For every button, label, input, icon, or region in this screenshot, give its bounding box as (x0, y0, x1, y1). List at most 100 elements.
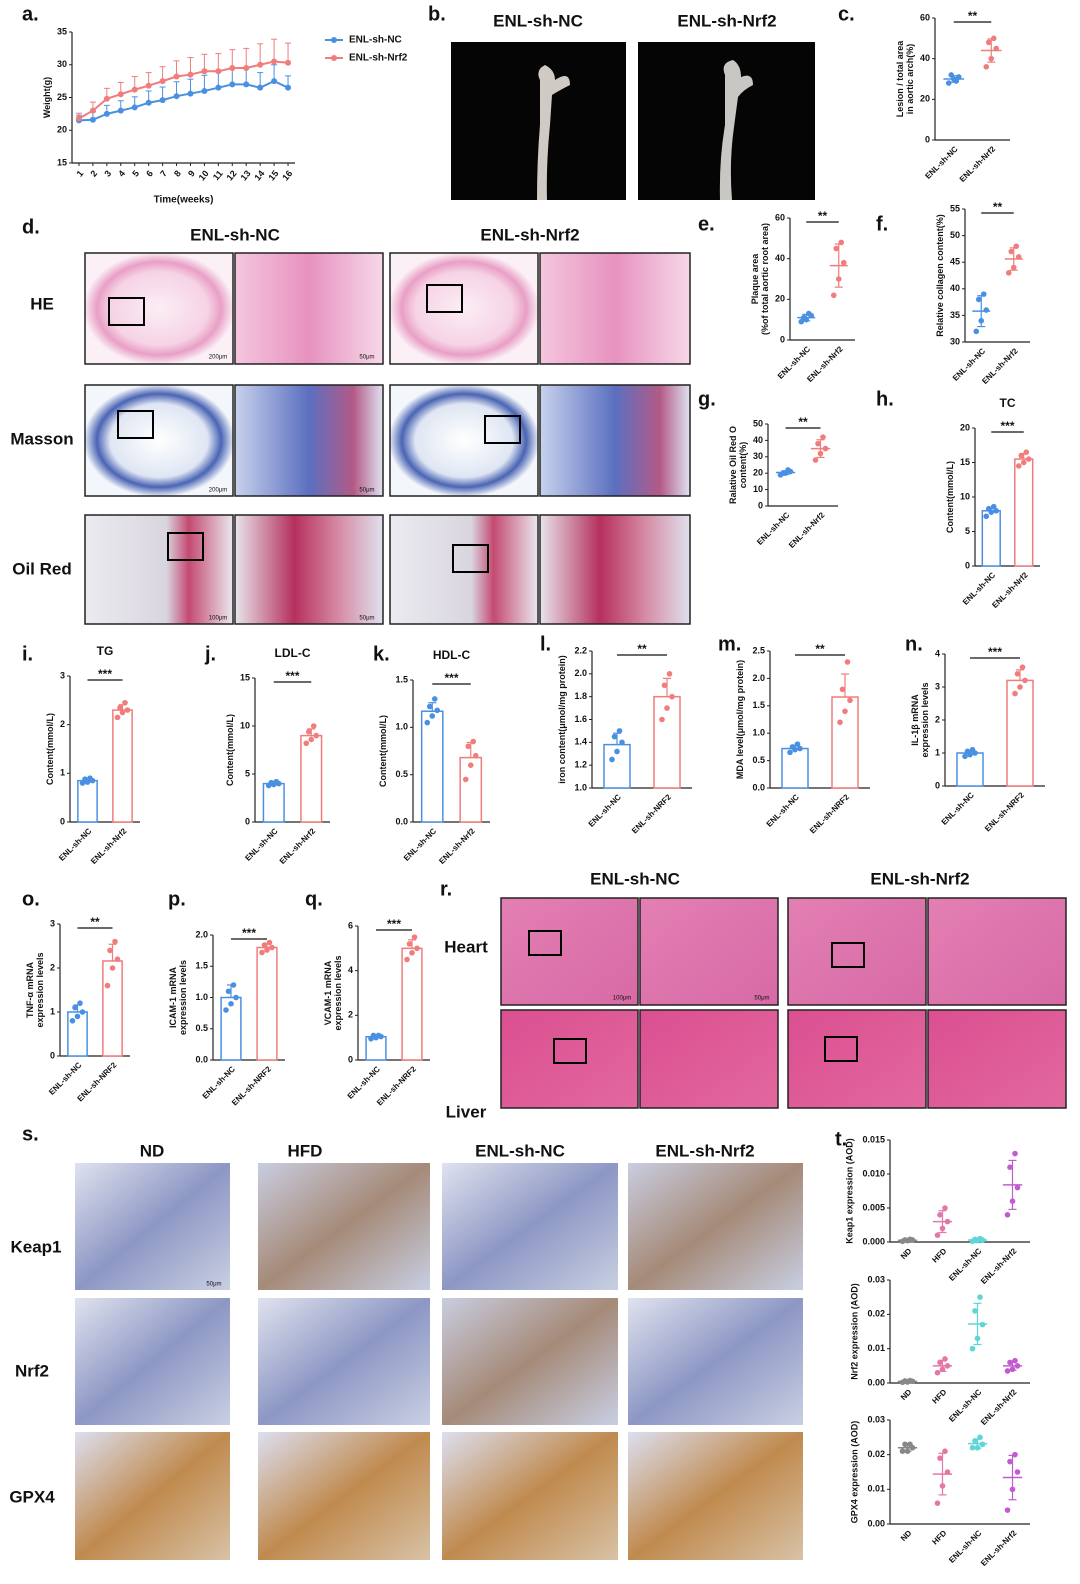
point (1010, 264, 1017, 271)
x-tick-label: 4 (116, 168, 127, 178)
x-tick-label: ENL-sh-NC (587, 792, 623, 828)
y-tick-label: 1.0 (195, 992, 208, 1002)
y-axis-label: Relative collagen content(%) (935, 214, 945, 337)
point (264, 947, 270, 953)
point (973, 328, 980, 335)
point (117, 91, 124, 98)
significance-label: *** (242, 926, 256, 940)
point (977, 1294, 983, 1300)
chart-title: TC (1000, 396, 1016, 410)
point (902, 1378, 908, 1384)
y-tick-label: 2.5 (752, 645, 765, 655)
y-tick-label: 60 (920, 12, 930, 22)
y-tick-label: 1.8 (574, 691, 587, 701)
point (934, 1500, 941, 1506)
point (847, 697, 853, 704)
point (109, 965, 116, 971)
point (838, 239, 845, 246)
y-tick-label: 25 (57, 92, 67, 102)
point (215, 68, 222, 75)
x-tick-label: ENL-sh-NC (947, 1387, 983, 1423)
row-label: Masson (10, 429, 73, 448)
scale-bar-label: 50μm (754, 996, 769, 1002)
point (939, 1366, 946, 1373)
point (1007, 1458, 1013, 1465)
y-tick-label: 50 (950, 230, 960, 240)
point (273, 778, 280, 785)
point (661, 682, 668, 689)
point (820, 434, 826, 440)
y-axis-label: Content(mmol/L) (378, 715, 388, 787)
point (988, 55, 995, 62)
point (969, 1345, 976, 1352)
y-tick-label: 3 (50, 918, 55, 928)
point (977, 1235, 983, 1242)
point (985, 505, 992, 512)
x-tick-label: 8 (172, 168, 183, 178)
x-tick-label: 14 (252, 168, 266, 182)
y-tick-label: 55 (950, 203, 960, 213)
point (907, 1236, 913, 1243)
x-tick-label: 9 (186, 168, 197, 178)
point (985, 39, 992, 46)
y-tick-label: 20 (920, 94, 930, 104)
point (659, 716, 665, 723)
point (223, 1007, 229, 1013)
x-tick-label: ENL-sh-NRF2 (630, 792, 673, 835)
point (467, 762, 474, 768)
ihc-image (628, 1163, 803, 1290)
zoom-box (117, 410, 154, 439)
point (1022, 677, 1028, 684)
ihc-image (442, 1298, 618, 1425)
point (972, 1236, 978, 1243)
point (228, 1000, 234, 1007)
ihc-image (628, 1432, 803, 1560)
chart-title: TG (97, 644, 114, 658)
point (945, 80, 952, 86)
point (785, 467, 791, 473)
x-tick-label: 3 (102, 168, 113, 178)
scale-bar-label: 200μm (209, 488, 227, 494)
panel-letter: i. (22, 643, 33, 665)
point (257, 84, 264, 91)
y-tick-label: 40 (920, 53, 930, 63)
x-tick-label: 1 (74, 168, 85, 178)
x-tick-label: 5 (130, 168, 141, 178)
point (815, 440, 821, 447)
point (944, 1363, 951, 1369)
y-tick-label: 6 (348, 920, 353, 930)
panel-r: r. ENL-sh-NC ENL-sh-Nrf2 Heart Liver 100… (440, 869, 1067, 1121)
point (313, 732, 320, 739)
point (619, 739, 625, 746)
point (1012, 1150, 1018, 1157)
he-image (84, 252, 234, 365)
y-axis-label: MDA level(μmol/mg protein) (735, 660, 745, 779)
panel-letter: n. (905, 633, 923, 655)
y-tick-label: 0.01 (867, 1484, 885, 1494)
y-tick-label: 0.00 (867, 1377, 885, 1387)
y-tick-label: 0.0 (195, 1054, 208, 1064)
point (122, 699, 128, 706)
zoom-box (426, 284, 463, 313)
y-tick-label: 1.6 (574, 714, 587, 724)
x-tick-label: HFD (930, 1528, 948, 1546)
heart-zoom (927, 897, 1067, 1006)
point (117, 107, 124, 114)
he-image (389, 252, 539, 365)
point (1015, 254, 1022, 260)
y-tick-label: 3 (60, 670, 65, 680)
bar (1006, 679, 1034, 787)
y-tick-label: 2 (60, 719, 65, 729)
point (1014, 1363, 1021, 1369)
point (1023, 449, 1030, 455)
y-axis-label: Nrf2 expression (AOD) (850, 1283, 860, 1380)
y-tick-label: 0 (348, 1054, 353, 1064)
point (979, 1321, 986, 1328)
chart-title: LDL-C (275, 646, 311, 660)
bar (956, 752, 984, 787)
scale-bar-label: 50μm (359, 616, 374, 622)
legend-label: ENL-sh-Nrf2 (349, 53, 408, 64)
point (266, 939, 273, 946)
point (964, 748, 971, 755)
